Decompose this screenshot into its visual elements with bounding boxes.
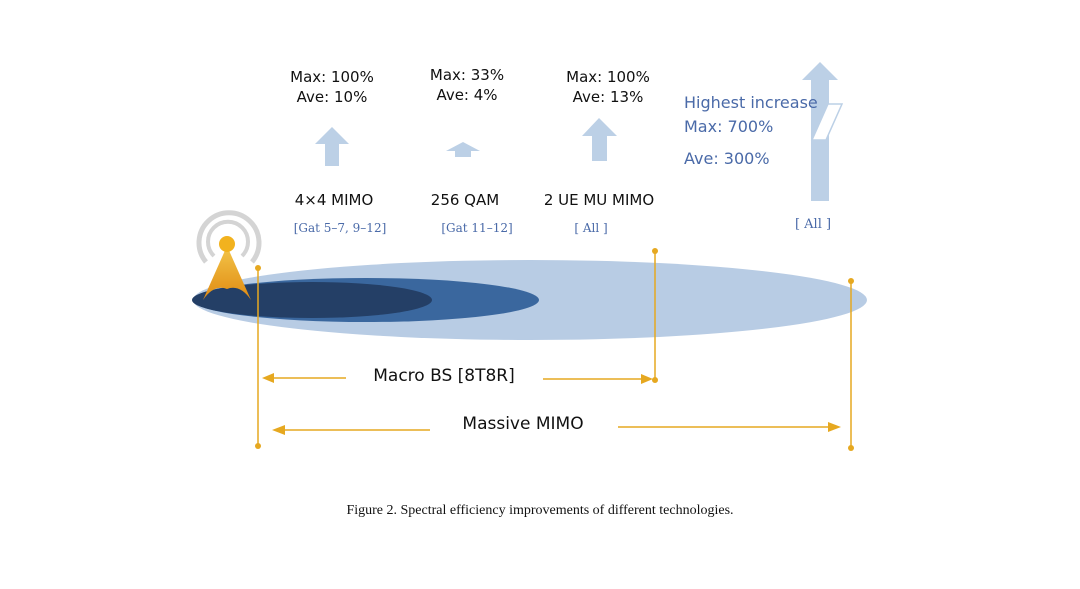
tech-ave-stat: Ave: 4%	[436, 86, 498, 104]
massive-ave-stat: Ave: 300%	[684, 149, 770, 168]
tech-name: 4×4 MIMO	[294, 191, 374, 209]
macro-bs-label: Macro BS [8T8R]	[373, 366, 515, 386]
inner-coverage	[192, 282, 432, 318]
base-station-icon	[196, 210, 262, 300]
up-arrow-icon	[582, 118, 617, 161]
massive-mimo-label: Massive MIMO	[462, 414, 584, 434]
up-arrow-icon	[446, 142, 480, 157]
tech-name: 2 UE MU MIMO	[543, 191, 655, 209]
tech-ave-stat: Ave: 10%	[296, 88, 368, 106]
double-arrow-icon	[272, 422, 841, 435]
tech-name: 256 QAM	[430, 191, 500, 209]
tech-max-stat: Max: 100%	[566, 68, 650, 86]
double-arrow-icon	[262, 373, 653, 384]
tech-ave-stat: Ave: 13%	[572, 88, 644, 106]
figure-caption: Figure 2. Spectral efficiency improvemen…	[346, 503, 734, 518]
tech-tag: [Gat 5–7, 9–12]	[293, 221, 387, 235]
tech-max-stat: Max: 33%	[429, 66, 505, 84]
massive-tag: [ All ]	[794, 217, 832, 232]
tech-tag: [Gat 11–12]	[441, 221, 513, 235]
highest-increase-title: Highest increase	[684, 93, 818, 112]
tech-tag: [ All ]	[574, 221, 608, 235]
up-arrow-icon	[315, 127, 349, 166]
massive-max-stat: Max: 700%	[684, 117, 774, 136]
break-mark	[810, 103, 844, 141]
tech-max-stat: Max: 100%	[290, 68, 374, 86]
